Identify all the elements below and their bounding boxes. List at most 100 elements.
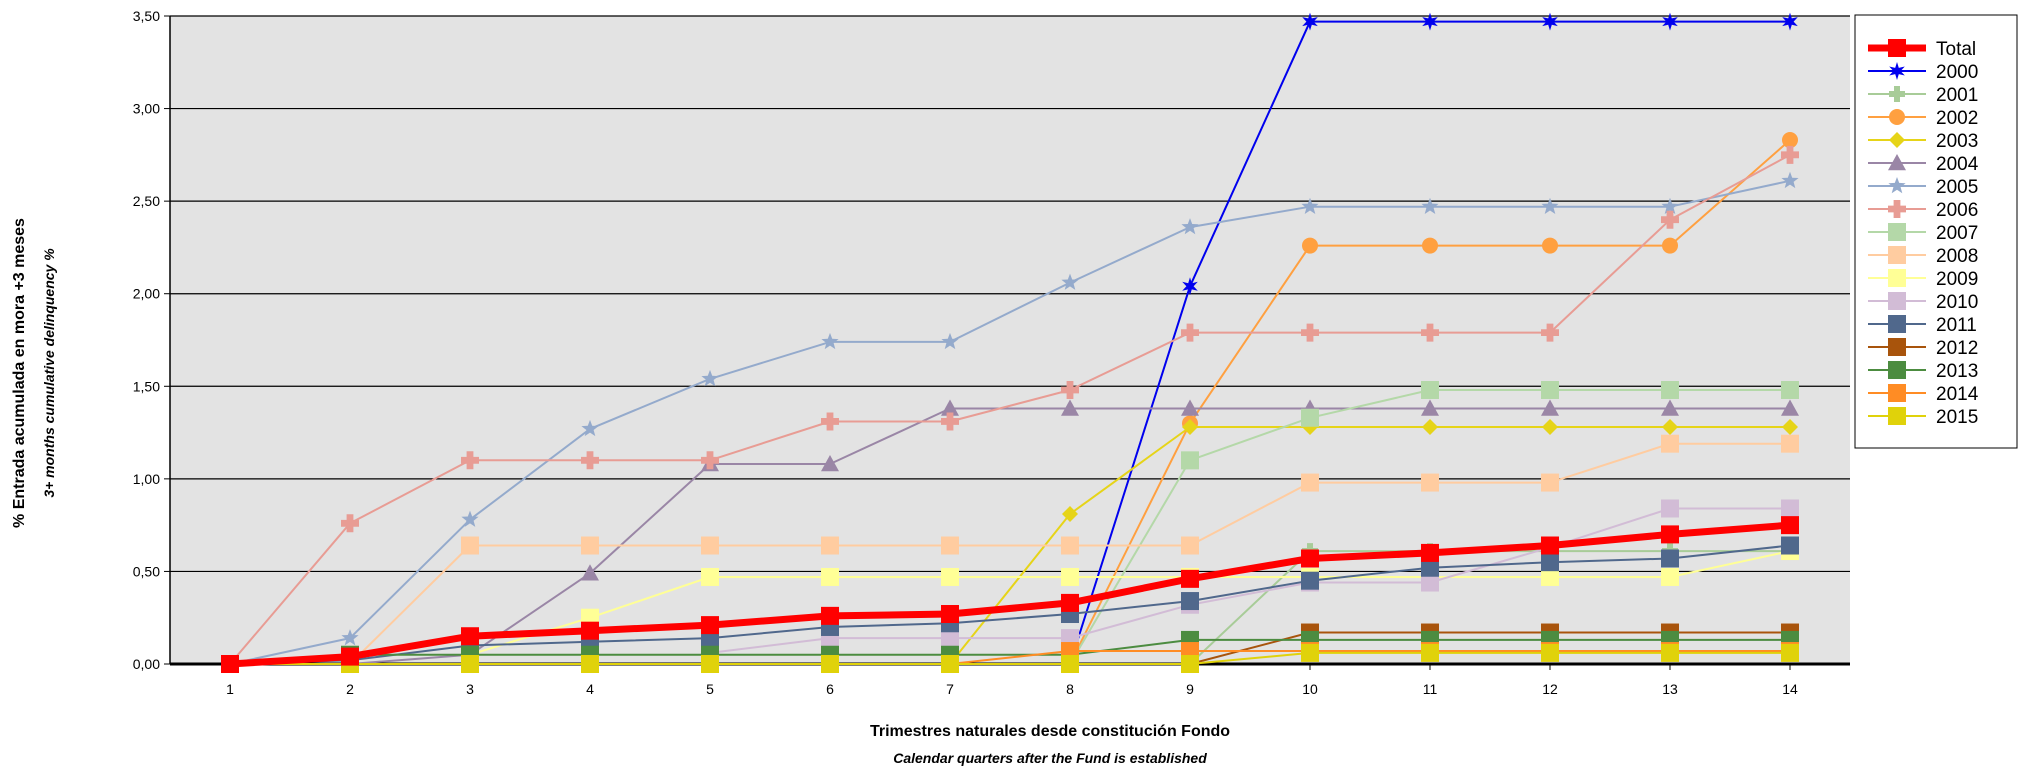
legend-2005-label: 2005	[1936, 177, 1978, 198]
legend-2011-marker	[1888, 315, 1906, 333]
legend-2006-label: 2006	[1936, 200, 1978, 221]
series-2005-point	[701, 369, 719, 387]
legend-2002-label: 2002	[1936, 108, 1978, 129]
series-2015-point	[461, 655, 479, 673]
series-2008-point	[1541, 473, 1559, 492]
series-2007-point	[1421, 380, 1439, 399]
legend-2005-marker	[1888, 177, 1906, 194]
series-2004-point	[1781, 399, 1799, 416]
series-2009-point	[941, 567, 959, 586]
y-tick-label: 0,00	[133, 656, 160, 672]
series-2008-point	[1301, 473, 1319, 492]
series-2004-point	[1541, 399, 1559, 416]
series-total-markers	[221, 516, 1799, 673]
series-2009-point	[821, 567, 839, 586]
series-2010-line	[709, 507, 1791, 654]
series-2015-point	[1781, 643, 1799, 662]
series-2003-point	[1062, 506, 1078, 523]
legend-2012-marker	[1888, 338, 1906, 356]
series-2015-line	[229, 651, 1791, 665]
legend-2004-label: 2004	[1936, 154, 1979, 175]
series-2015-point	[701, 655, 719, 673]
series-2015-point	[1181, 655, 1199, 673]
legend-2003-marker	[1889, 132, 1905, 148]
series-2011-point	[1781, 536, 1799, 555]
series-2011-point	[1181, 592, 1199, 611]
series-2006-point	[341, 514, 359, 533]
legend-2002-marker	[1889, 109, 1905, 125]
series-2005-point	[461, 510, 479, 527]
legend-2012-label: 2012	[1936, 338, 1978, 359]
series-2008-point	[581, 536, 599, 555]
series-2005-point	[821, 332, 839, 350]
series-2015-point	[1541, 643, 1559, 662]
legend-2006-marker	[1888, 200, 1906, 218]
series-2003-point	[1182, 419, 1198, 436]
series-total-point	[1181, 569, 1199, 588]
series-2008-point	[821, 536, 839, 555]
y-tick-label: 1,50	[133, 378, 160, 394]
y-tick-label: 0,50	[133, 563, 160, 579]
legend-2001-marker	[1889, 86, 1905, 102]
series-2003-point	[1782, 419, 1798, 436]
series-2003-point	[1422, 419, 1438, 436]
series-2007-point	[1541, 380, 1559, 399]
legend-2015-label: 2015	[1936, 407, 1978, 428]
series-2007-point	[1661, 380, 1679, 399]
series-2015-point	[1661, 643, 1679, 662]
series-2005-point	[1781, 171, 1799, 189]
x-tick-label: 4	[586, 681, 594, 697]
series-2003-point	[1542, 419, 1558, 436]
series-2006-point	[1661, 210, 1679, 229]
series-2009-point	[1061, 567, 1079, 586]
x-tick-label: 6	[826, 681, 834, 697]
series-2008-point	[941, 536, 959, 555]
y-tick-label: 3,50	[133, 8, 160, 24]
series-2006-point	[701, 451, 719, 470]
series-2005-line-group	[229, 179, 1791, 665]
series-2002-point	[1542, 237, 1558, 254]
series-2004-point	[1421, 399, 1439, 416]
series-2015-point	[821, 655, 839, 673]
series-2002-point	[1662, 237, 1678, 254]
series-2002-point	[1302, 237, 1318, 254]
series-2006-line	[229, 153, 1791, 665]
series-2010-point	[941, 629, 959, 648]
series-2004-line	[229, 407, 1791, 665]
x-tick-label: 9	[1186, 681, 1194, 697]
series-2006-point	[1061, 381, 1079, 399]
series-2000-point	[1542, 12, 1558, 31]
series-2005-point	[1541, 197, 1559, 214]
legend-2009-marker	[1888, 269, 1906, 287]
legend-2010-marker	[1888, 292, 1906, 310]
series-2008-point	[461, 536, 479, 555]
series-total-line-group	[226, 521, 1794, 668]
series-total-point	[1421, 543, 1439, 562]
series-2015-point	[1061, 655, 1079, 673]
legend-2014-label: 2014	[1936, 384, 1979, 405]
series-2008-point	[1421, 473, 1439, 492]
series-total-line	[226, 521, 1794, 668]
series-2006-point	[1301, 323, 1319, 342]
x-tick-label: 12	[1542, 681, 1558, 697]
series-2010-point	[1781, 499, 1799, 518]
series-2006-line-group	[229, 153, 1791, 665]
series-markers	[221, 12, 1799, 673]
series-2009-point	[701, 567, 719, 586]
series-2009-point	[1661, 567, 1679, 586]
legend-2001-label: 2001	[1936, 85, 1978, 106]
legend-2004-marker	[1888, 154, 1906, 171]
series-2008-point	[1781, 434, 1799, 453]
series-2005-point	[1661, 197, 1679, 214]
series-2011-point	[1421, 558, 1439, 577]
series-total-point	[581, 621, 599, 640]
series-2005-point	[341, 629, 359, 646]
y-tick-label: 1,00	[133, 471, 160, 487]
y-tick-label: 2,00	[133, 286, 160, 302]
legend-2013-marker	[1888, 361, 1906, 379]
series-2015-point	[1421, 643, 1439, 662]
series-2015-point	[1301, 643, 1319, 662]
series-2006-point	[581, 451, 599, 470]
series-2005-point	[1421, 197, 1439, 214]
